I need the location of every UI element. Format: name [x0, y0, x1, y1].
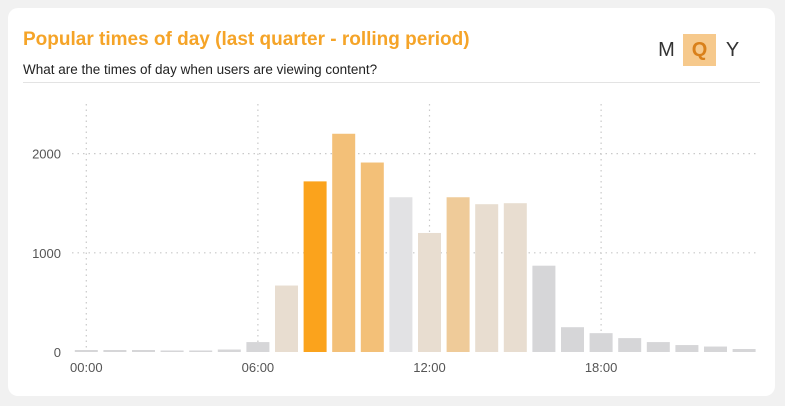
x-tick-label: 06:00 [242, 360, 275, 375]
x-tick-label: 00:00 [70, 360, 103, 375]
period-toggle: M Q Y [650, 34, 749, 66]
bar-hour-01[interactable] [103, 350, 127, 352]
y-tick-label: 0 [54, 345, 61, 360]
chart-title: Popular times of day (last quarter - rol… [23, 29, 470, 50]
x-tick-label: 18:00 [585, 360, 618, 375]
bar-hour-17[interactable] [561, 327, 584, 352]
bar-hour-18[interactable] [589, 333, 613, 352]
bar-hour-06[interactable] [246, 342, 270, 352]
period-quarter-button[interactable]: Q [683, 34, 716, 66]
period-year-button[interactable]: Y [725, 39, 740, 61]
bar-hour-21[interactable] [675, 345, 699, 352]
tick-labels: 0 1000 2000 00:00 06:00 12:00 18:00 [32, 147, 617, 375]
bar-hour-23[interactable] [732, 349, 756, 352]
bar-hour-19[interactable] [618, 338, 642, 352]
bar-hour-15[interactable] [503, 203, 527, 352]
bar-hour-20[interactable] [646, 342, 670, 352]
bar-hour-04[interactable] [189, 350, 213, 352]
bar-hour-22[interactable] [704, 346, 727, 352]
x-tick-label: 12:00 [413, 360, 446, 375]
y-tick-label: 1000 [32, 246, 61, 261]
bar-hour-03[interactable] [160, 350, 184, 352]
bar-hour-00[interactable] [74, 350, 98, 352]
bar-hour-02[interactable] [132, 350, 155, 352]
chart-subtitle: What are the times of day when users are… [23, 62, 378, 77]
bar-hour-08[interactable] [303, 181, 327, 352]
bar-hour-07[interactable] [275, 285, 298, 352]
grid-lines [72, 104, 758, 352]
bar-hour-11[interactable] [389, 197, 413, 352]
y-tick-label: 2000 [32, 147, 61, 162]
bar-hour-14[interactable] [475, 204, 499, 352]
bar-hour-05[interactable] [217, 349, 241, 352]
bar-hour-16[interactable] [532, 265, 556, 352]
bar-hour-09[interactable] [332, 133, 356, 352]
bar-hour-13[interactable] [446, 197, 470, 352]
bar-hour-10[interactable] [360, 162, 384, 352]
period-month-button[interactable]: M [658, 39, 675, 61]
header-divider [23, 82, 760, 83]
bar-hour-12[interactable] [418, 232, 441, 352]
bars [74, 133, 756, 352]
